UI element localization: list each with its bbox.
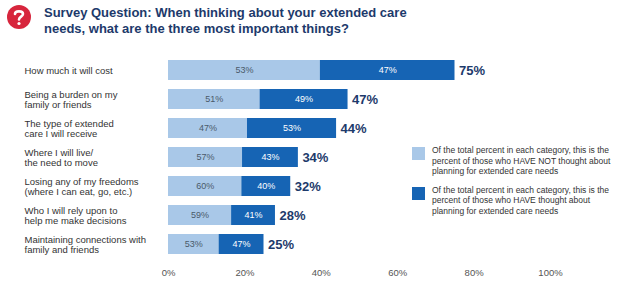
svg-text:57%: 57%	[197, 152, 215, 162]
svg-text:40%: 40%	[312, 267, 332, 278]
svg-text:32%: 32%	[295, 179, 321, 194]
svg-text:75%: 75%	[459, 63, 485, 78]
svg-text:51%: 51%	[205, 94, 223, 104]
svg-text:25%: 25%	[268, 237, 294, 252]
svg-text:49%: 49%	[295, 94, 313, 104]
svg-text:Who I will rely upon tohelp me: Who I will rely upon tohelp me make deci…	[25, 205, 127, 226]
svg-text:60%: 60%	[388, 267, 408, 278]
html-text:Of the total percent in each c: Of the total percent in each category, t…	[432, 184, 609, 216]
svg-text:The type of extendedcare I wil: The type of extendedcare I will receive	[25, 118, 114, 139]
html-text:Survey Question: When thinking: Survey Question: When thinking about you…	[44, 5, 407, 36]
svg-text:43%: 43%	[261, 152, 279, 162]
svg-text:0%: 0%	[162, 267, 176, 278]
svg-text:47%: 47%	[233, 239, 251, 249]
svg-text:47%: 47%	[379, 65, 397, 75]
svg-text:44%: 44%	[341, 121, 367, 136]
svg-text:47%: 47%	[199, 123, 217, 133]
svg-text:Losing any of my freedoms(wher: Losing any of my freedoms(where I can ea…	[25, 176, 139, 197]
svg-text:60%: 60%	[196, 181, 214, 191]
svg-text:53%: 53%	[185, 239, 203, 249]
svg-text:Being a burden on myfamily or: Being a burden on myfamily or friends	[25, 89, 118, 110]
svg-text:100%: 100%	[538, 267, 563, 278]
svg-text:80%: 80%	[465, 267, 485, 278]
svg-text:How much it will cost: How much it will cost	[25, 65, 114, 76]
svg-text:Where I will live/the need to: Where I will live/the need to move	[25, 147, 98, 168]
svg-text:20%: 20%	[235, 267, 255, 278]
svg-text:53%: 53%	[283, 123, 301, 133]
svg-text:47%: 47%	[352, 92, 378, 107]
svg-text:Maintaining connections withfa: Maintaining connections withfamily and f…	[25, 234, 146, 255]
svg-text:59%: 59%	[191, 210, 209, 220]
svg-text:28%: 28%	[279, 208, 305, 223]
html-text:Of the total percent in each c: Of the total percent in each category, t…	[432, 145, 611, 176]
svg-text:53%: 53%	[235, 65, 253, 75]
svg-text:34%: 34%	[302, 150, 328, 165]
svg-text:41%: 41%	[245, 210, 263, 220]
svg-text:40%: 40%	[257, 181, 275, 191]
